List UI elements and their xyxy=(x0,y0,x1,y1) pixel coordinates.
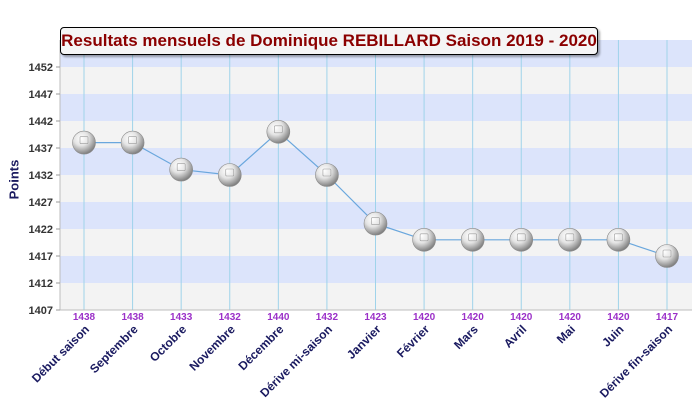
y-tick-label: 1452 xyxy=(29,62,53,74)
data-label: 1420 xyxy=(413,312,436,323)
y-tick-label: 1437 xyxy=(29,143,53,155)
x-category-label: Novembre xyxy=(186,322,238,374)
x-category-label: Début saison xyxy=(29,322,92,385)
x-category-label: Septembre xyxy=(87,322,141,376)
x-category-label: Mars xyxy=(451,322,481,352)
data-label: 1438 xyxy=(121,312,144,323)
data-label: 1420 xyxy=(559,312,582,323)
data-label: 1420 xyxy=(510,312,533,323)
data-point-marker xyxy=(266,120,291,144)
data-label: 1423 xyxy=(364,312,387,323)
data-label: 1420 xyxy=(607,312,630,323)
x-category-label: Décembre xyxy=(236,322,287,373)
data-point-marker xyxy=(606,228,631,252)
data-label: 1417 xyxy=(656,312,679,323)
x-category-label: Janvier xyxy=(344,322,384,362)
x-category-label: Avril xyxy=(501,322,529,350)
y-tick-label: 1447 xyxy=(29,89,53,101)
data-point-marker xyxy=(169,157,193,182)
y-tick-label: 1422 xyxy=(29,224,53,236)
data-point-marker xyxy=(558,228,582,252)
data-point-marker xyxy=(509,228,534,252)
data-label: 1420 xyxy=(462,312,485,323)
data-point-marker xyxy=(412,228,436,252)
y-tick-label: 1407 xyxy=(29,305,53,317)
x-category-label: Mai xyxy=(554,322,578,346)
y-tick-label: 1427 xyxy=(29,197,53,209)
data-labels: 1438 1438 1433 1432 1440 1432 1423 1420 1420 1420… xyxy=(73,312,679,323)
y-axis-ticks: 1407 1412 1417 1422 1427 1432 1437 1442 1447 1452 xyxy=(29,62,60,317)
data-label: 1440 xyxy=(267,312,290,323)
chart-title-box: Resultats mensuels de Dominique REBILLAR… xyxy=(60,27,598,55)
data-point-marker xyxy=(315,163,339,187)
x-category-label: Juin xyxy=(599,322,626,349)
data-label: 1438 xyxy=(73,312,96,323)
data-label: 1432 xyxy=(219,312,242,323)
y-tick-label: 1412 xyxy=(29,278,53,290)
data-point-marker xyxy=(460,228,485,252)
data-point-marker xyxy=(217,163,242,187)
y-axis-label: Points xyxy=(6,159,22,200)
x-category-label: Octobre xyxy=(147,322,190,365)
y-tick-label: 1417 xyxy=(29,251,53,263)
data-label: 1433 xyxy=(170,312,193,323)
chart-title: Resultats mensuels de Dominique REBILLAR… xyxy=(61,31,597,50)
x-category-label: Février xyxy=(394,322,432,360)
data-label: 1432 xyxy=(316,312,339,323)
data-point-marker xyxy=(363,211,388,236)
y-tick-label: 1442 xyxy=(29,116,53,128)
data-point-marker xyxy=(72,130,96,155)
data-point-marker xyxy=(655,244,679,268)
data-markers xyxy=(72,120,679,268)
y-tick-label: 1432 xyxy=(29,170,53,182)
data-point-marker xyxy=(120,130,145,155)
